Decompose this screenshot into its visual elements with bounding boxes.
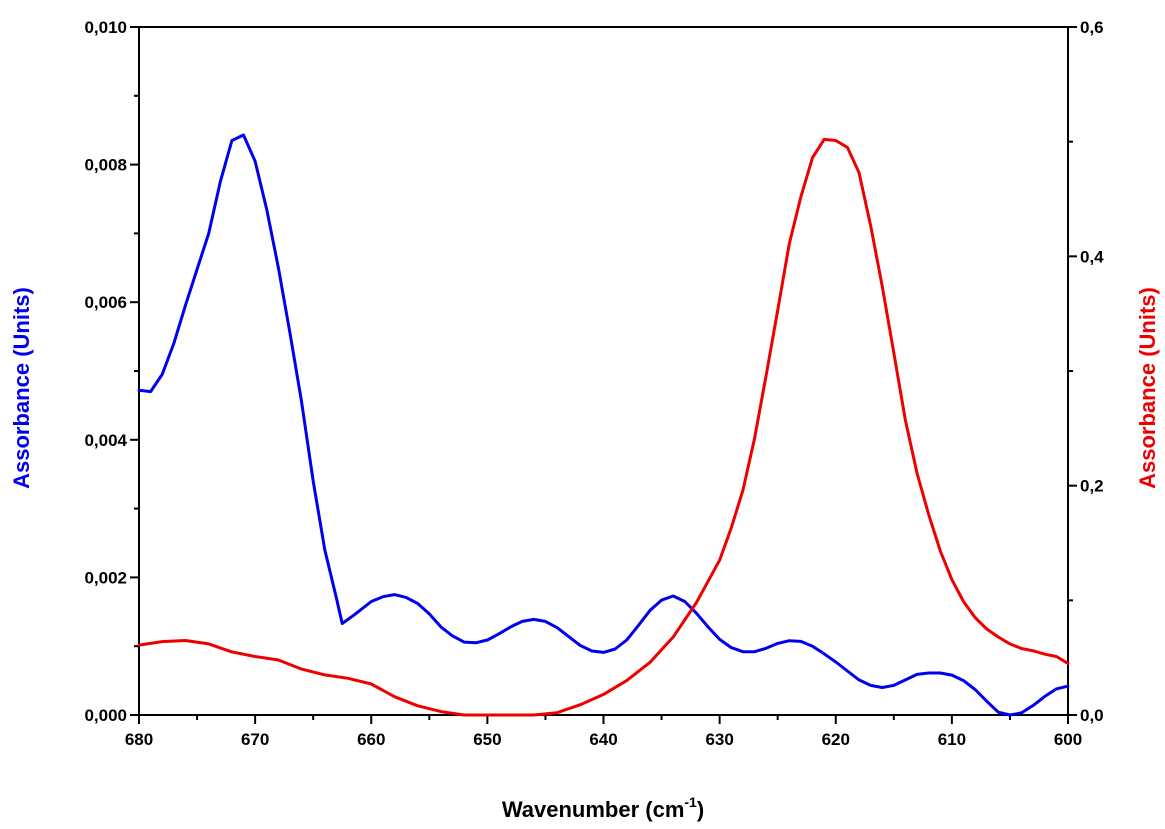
x-tick-label: 650	[473, 730, 501, 749]
plot-frame	[138, 26, 1069, 716]
y-axis-right-title: Assorbance (Units)	[1135, 287, 1160, 489]
y-right-tick-label: 0,2	[1080, 477, 1104, 496]
y-left-tick-label: 0,006	[84, 293, 127, 312]
x-axis-title-superscript: -1	[684, 794, 697, 810]
x-tick-label: 610	[938, 730, 966, 749]
x-tick-label: 640	[589, 730, 617, 749]
y-right-tick-label: 0,6	[1080, 18, 1104, 37]
x-tick-label: 680	[125, 730, 153, 749]
y-right-tick-label: 0,4	[1080, 247, 1104, 266]
x-tick-label: 600	[1054, 730, 1082, 749]
y-left-tick-label: 0,000	[84, 706, 127, 725]
y-axis-left-title: Assorbance (Units)	[9, 287, 34, 489]
x-tick-label: 620	[822, 730, 850, 749]
series-layer	[137, 133, 1070, 717]
y-left-tick-label: 0,004	[84, 431, 127, 450]
x-tick-label: 630	[705, 730, 733, 749]
ticks-layer: 680 670 660 650 640 630 620 610 600 0,000 0,002 0,0…	[84, 18, 1104, 749]
x-axis-title-close: )	[697, 797, 704, 822]
y-left-tick-label: 0,002	[84, 568, 127, 587]
x-tick-label: 660	[357, 730, 385, 749]
series-line-red-right-axis	[137, 137, 1070, 717]
series-line-blue-left-axis	[137, 133, 1070, 717]
y-right-tick-label: 0,0	[1080, 706, 1104, 725]
x-axis-title-text: Wavenumber (cm	[502, 797, 685, 822]
x-axis-title: Wavenumber (cm-1)	[502, 794, 704, 822]
y-left-tick-label: 0,008	[84, 156, 127, 175]
x-tick-label: 670	[241, 730, 269, 749]
y-left-tick-label: 0,010	[84, 18, 127, 37]
